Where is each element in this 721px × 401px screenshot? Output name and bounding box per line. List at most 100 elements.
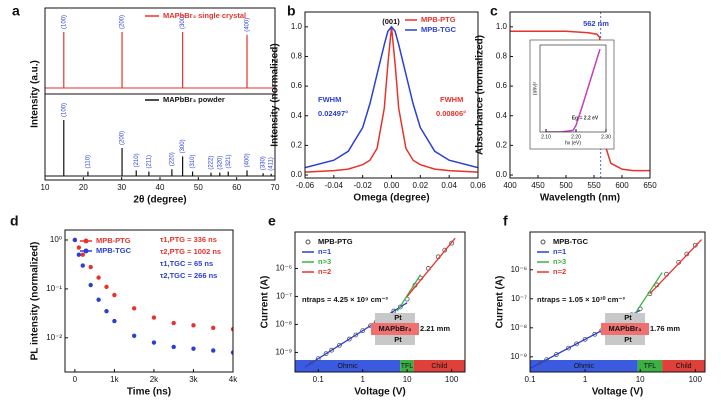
y-tick-label: 10⁻⁸ bbox=[276, 320, 293, 329]
x-tick-label: 100 bbox=[445, 375, 459, 384]
x-tick-label: 60 bbox=[232, 183, 241, 192]
y-tick-label: 10⁻⁹ bbox=[510, 352, 527, 361]
data-point bbox=[574, 341, 579, 347]
y-tick-label: 0.8 bbox=[496, 52, 508, 61]
y-axis-label: Current (A) bbox=[260, 276, 271, 329]
x-tick-label: 2k bbox=[150, 375, 159, 384]
x-tick-label: 4k bbox=[229, 375, 238, 384]
legend-label: MAPbBr₃ single crystal bbox=[163, 11, 246, 20]
series-line bbox=[634, 272, 663, 315]
legend-marker bbox=[305, 239, 311, 245]
peak-label: (300) bbox=[180, 139, 186, 153]
data-point bbox=[315, 356, 321, 362]
data-point bbox=[171, 320, 176, 326]
data-point bbox=[329, 347, 335, 353]
annotation: τ2,PTG = 1002 ns bbox=[160, 247, 221, 256]
data-point bbox=[449, 240, 455, 246]
legend-label: MPB-PTG bbox=[96, 236, 131, 245]
series-line bbox=[649, 239, 703, 295]
data-point bbox=[353, 332, 359, 338]
data-point bbox=[151, 340, 157, 345]
peak-label: (100) bbox=[61, 103, 67, 117]
data-point bbox=[191, 323, 196, 328]
legend-label: n=2 bbox=[553, 267, 566, 276]
y-tick-label: 10⁰ bbox=[50, 235, 62, 244]
device-crystal bbox=[371, 323, 419, 335]
data-point bbox=[582, 336, 588, 342]
x-axis-label: Time (ns) bbox=[127, 387, 171, 398]
data-point bbox=[76, 252, 82, 257]
peak-label: (411) bbox=[269, 157, 275, 171]
data-point bbox=[104, 308, 109, 314]
device-crystal bbox=[601, 323, 649, 335]
y-axis-label: Intensity (a.u.) bbox=[30, 60, 41, 128]
y-tick-label: 10⁻⁷ bbox=[276, 292, 292, 301]
peak-label: (200) bbox=[120, 15, 126, 29]
x-tick-label: 0 bbox=[73, 375, 78, 384]
panel-letter: b bbox=[287, 3, 296, 19]
x-tick-label: 550 bbox=[587, 181, 601, 190]
data-point bbox=[112, 318, 117, 324]
peak-label: (110) bbox=[86, 155, 92, 169]
annotation: τ2,TGC = 266 ns bbox=[160, 271, 217, 280]
peak-label: (211) bbox=[146, 155, 152, 169]
legend-label: MAPbBr₃ powder bbox=[163, 95, 225, 104]
peak-label: (222) bbox=[209, 156, 215, 170]
data-point bbox=[151, 315, 157, 320]
y-tick-label: 10⁻² bbox=[46, 333, 62, 342]
legend-label: n>3 bbox=[553, 257, 566, 266]
data-point bbox=[191, 346, 196, 351]
region-label: TFL bbox=[401, 363, 414, 370]
annotation: MAPbBr₃ bbox=[608, 324, 642, 333]
x-tick-label: 30 bbox=[117, 183, 126, 192]
y-tick-label: 10⁻⁶ bbox=[511, 265, 527, 274]
data-point bbox=[692, 242, 698, 248]
legend-label: n=2 bbox=[318, 267, 331, 276]
legend-label: MPB-PTG bbox=[318, 237, 353, 246]
y-tick-label: 0.2 bbox=[291, 141, 303, 150]
peak-label: (210) bbox=[134, 153, 140, 167]
data-point bbox=[131, 306, 137, 311]
y-tick-label: 10⁻⁸ bbox=[511, 323, 528, 332]
legend-label: MPB-TGC bbox=[553, 237, 589, 246]
x-tick-label: 10 bbox=[403, 375, 412, 384]
legend-marker bbox=[540, 239, 546, 245]
y-tick-label: 10⁻¹ bbox=[46, 284, 62, 293]
x-tick-label: 600 bbox=[615, 181, 629, 190]
y-tick-label: 0.4 bbox=[496, 111, 508, 120]
y-axis-label: Absorbance (normalized) bbox=[475, 35, 486, 155]
data-point bbox=[88, 282, 93, 288]
region-label: Child bbox=[431, 363, 447, 370]
y-tick-label: 0.0 bbox=[496, 170, 508, 179]
region-band bbox=[530, 360, 638, 372]
x-tick-label: 0.06 bbox=[470, 181, 486, 190]
y-tick-label: 10⁻⁶ bbox=[276, 264, 292, 273]
x-tick-label: 650 bbox=[643, 181, 657, 190]
plot-area bbox=[295, 237, 465, 372]
legend-label: n=1 bbox=[553, 247, 566, 256]
x-tick-label: 0.1 bbox=[313, 375, 325, 384]
data-point bbox=[96, 297, 101, 302]
plot-area bbox=[530, 239, 705, 372]
y-axis-label: PL intensity (normalized) bbox=[30, 242, 41, 361]
annotation: τ1,TGC = 65 ns bbox=[160, 259, 213, 268]
annotation: 562 nm bbox=[583, 19, 609, 28]
x-tick-label: 0.04 bbox=[441, 181, 457, 190]
x-tick-label: 0.02 bbox=[413, 181, 429, 190]
data-point bbox=[308, 360, 314, 366]
data-point bbox=[88, 264, 93, 270]
x-tick-label: 70 bbox=[271, 183, 280, 192]
data-point bbox=[337, 342, 342, 348]
x-tick-label: 0.00 bbox=[384, 181, 400, 190]
series-line bbox=[406, 237, 456, 297]
data-point bbox=[211, 325, 216, 331]
inset-background bbox=[529, 39, 615, 150]
y-axis-label: Intensity (normalized) bbox=[270, 43, 281, 146]
data-point bbox=[553, 352, 559, 357]
annotation: 2.21 mm bbox=[420, 324, 450, 333]
y-tick-label: 0.6 bbox=[291, 81, 303, 90]
y-axis-label: Current (A) bbox=[495, 276, 506, 329]
x-tick-label: 2.20 bbox=[571, 134, 581, 140]
data-point bbox=[80, 263, 85, 268]
